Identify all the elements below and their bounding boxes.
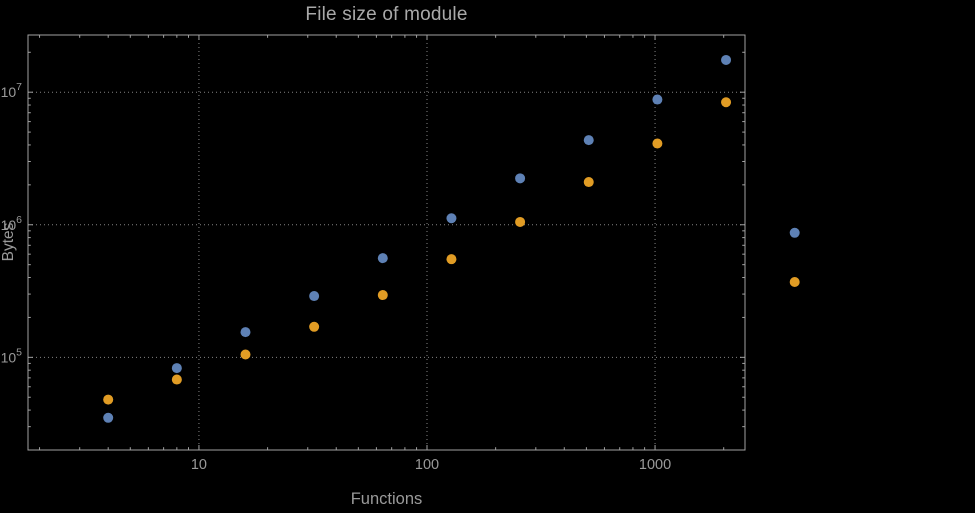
data-point-series-1-blue — [240, 327, 251, 338]
data-point-series-1-blue — [515, 173, 526, 184]
data-point-series-2-orange — [789, 277, 800, 288]
data-point-series-2-orange — [446, 254, 457, 265]
x-tick-label: 100 — [415, 457, 439, 473]
data-point-series-1-blue — [652, 94, 663, 105]
data-point-series-1-blue — [789, 227, 800, 238]
y-tick-label: 107 — [1, 81, 23, 100]
data-point-series-2-orange — [309, 321, 320, 332]
data-point-series-1-blue — [583, 135, 594, 146]
data-point-series-1-blue — [309, 291, 320, 302]
y-tick-label: 105 — [1, 346, 23, 365]
data-point-series-2-orange — [171, 374, 182, 385]
data-point-series-2-orange — [103, 394, 114, 405]
data-point-series-1-blue — [721, 54, 732, 65]
data-point-series-1-blue — [103, 412, 114, 423]
data-point-series-2-orange — [240, 349, 251, 360]
chart-title: File size of module — [305, 4, 468, 25]
data-point-series-2-orange — [721, 97, 732, 108]
data-point-series-2-orange — [583, 177, 594, 188]
x-tick-label: 10 — [191, 457, 207, 473]
x-axis-label: Functions — [350, 490, 423, 508]
plot-frame — [27, 34, 746, 451]
data-point-series-2-orange — [377, 290, 388, 301]
data-point-series-2-orange — [652, 138, 663, 149]
data-point-series-1-blue — [171, 363, 182, 374]
data-point-series-1-blue — [377, 253, 388, 264]
data-point-series-1-blue — [446, 213, 457, 224]
y-axis-label: Bytes — [0, 222, 17, 262]
x-tick-label: 1000 — [639, 457, 671, 473]
data-point-series-2-orange — [515, 216, 526, 227]
